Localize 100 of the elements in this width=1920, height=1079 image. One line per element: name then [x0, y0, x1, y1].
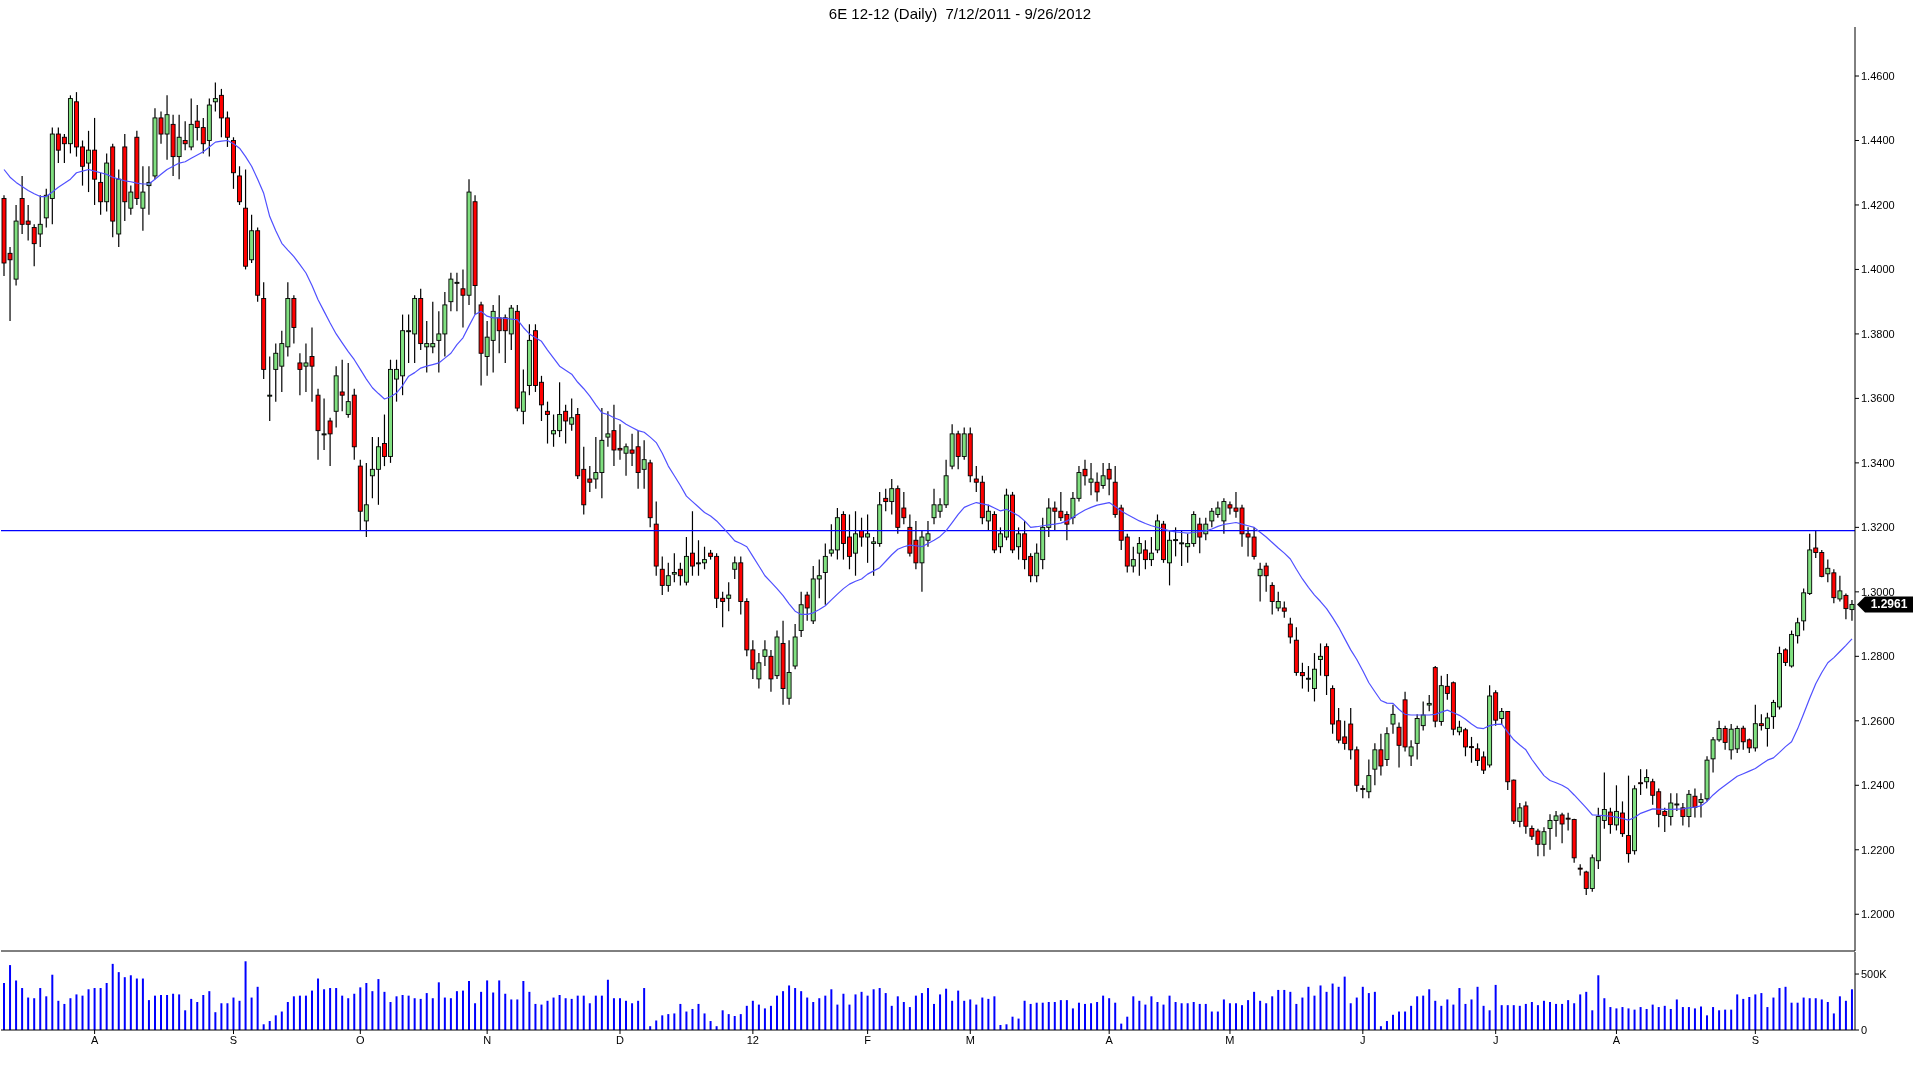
bar	[1138, 1000, 1141, 1030]
bar	[1706, 1015, 1709, 1030]
candlestick	[545, 401, 550, 445]
bar	[389, 1002, 392, 1030]
bar	[1186, 1003, 1189, 1030]
bar	[1796, 1002, 1799, 1030]
bar	[407, 995, 410, 1030]
candlestick	[267, 355, 273, 422]
bar	[963, 1000, 966, 1030]
bar	[1090, 1003, 1093, 1030]
bar	[902, 1002, 905, 1030]
bar	[202, 994, 205, 1030]
bar	[220, 1003, 223, 1030]
bar	[1307, 986, 1310, 1030]
bar	[39, 988, 42, 1030]
bar	[618, 998, 621, 1030]
bar	[135, 978, 138, 1030]
bar	[262, 1024, 265, 1030]
bar	[141, 978, 144, 1030]
bar	[528, 991, 531, 1030]
bar	[739, 1014, 742, 1030]
bar	[9, 965, 12, 1030]
bar	[588, 1003, 591, 1030]
bar	[1204, 1003, 1207, 1030]
y-tick-label: 1.3400	[1861, 456, 1895, 469]
bar	[1597, 975, 1600, 1030]
bar	[1071, 1008, 1074, 1030]
bar	[196, 1002, 199, 1030]
bar	[1627, 1008, 1630, 1030]
bar	[1663, 1005, 1666, 1030]
bar	[57, 1000, 60, 1030]
bar	[1446, 999, 1449, 1030]
bar	[1077, 1002, 1080, 1030]
bar	[1228, 1003, 1231, 1030]
bar	[292, 996, 295, 1030]
bar	[1361, 986, 1364, 1030]
bar	[631, 1003, 634, 1030]
bar	[1192, 1002, 1195, 1030]
bar	[993, 996, 996, 1030]
bar	[576, 995, 579, 1030]
bar	[492, 992, 495, 1030]
bar	[612, 998, 615, 1030]
bar	[232, 997, 235, 1030]
bar	[371, 991, 374, 1030]
x-tick-label: A	[1612, 1033, 1621, 1046]
bar	[1826, 1002, 1829, 1030]
bar	[655, 1020, 658, 1030]
bar	[226, 1003, 229, 1030]
bar	[673, 1013, 676, 1030]
bar	[1271, 996, 1274, 1030]
bar	[510, 999, 513, 1030]
bar	[1259, 1000, 1262, 1030]
bar	[27, 997, 30, 1030]
bar	[782, 991, 785, 1030]
bar	[854, 994, 857, 1030]
bar	[1645, 1008, 1648, 1030]
bar	[818, 998, 821, 1030]
bar	[480, 991, 483, 1030]
candlestick	[1638, 768, 1644, 796]
bar	[468, 980, 471, 1030]
bar	[751, 1000, 754, 1030]
bar	[304, 995, 307, 1030]
bar	[1398, 1011, 1401, 1030]
bar	[558, 994, 561, 1030]
bar	[1162, 1004, 1165, 1030]
x-tick-label: 12	[746, 1033, 759, 1046]
bar	[1742, 998, 1745, 1030]
bar	[1573, 1003, 1576, 1030]
bar	[1416, 996, 1419, 1030]
bar	[1681, 1007, 1684, 1030]
bar	[21, 988, 24, 1030]
bar	[534, 1003, 537, 1030]
bar	[788, 985, 791, 1030]
bar	[1488, 1010, 1491, 1030]
bar	[238, 1000, 241, 1030]
bar	[1639, 1007, 1642, 1030]
bar	[1512, 1005, 1515, 1030]
bar	[256, 986, 259, 1030]
bar	[347, 998, 350, 1030]
bar	[1814, 998, 1817, 1030]
x-tick-label: M	[965, 1033, 975, 1046]
bar	[1838, 996, 1841, 1030]
x-tick-label: F	[864, 1033, 872, 1046]
bar	[1180, 1003, 1183, 1030]
bar	[896, 996, 899, 1030]
bar	[1754, 994, 1757, 1030]
bar	[1802, 997, 1805, 1030]
bar	[208, 991, 211, 1030]
bar	[1391, 1014, 1394, 1030]
bar	[1730, 1009, 1733, 1030]
bar	[697, 1003, 700, 1030]
bar	[172, 993, 175, 1030]
bar	[1434, 1000, 1437, 1030]
candlestick	[822, 542, 828, 606]
bar	[1585, 991, 1588, 1030]
bar	[516, 999, 519, 1030]
bar	[498, 980, 501, 1030]
bar	[383, 991, 386, 1030]
bar	[546, 1000, 549, 1030]
bar	[178, 994, 181, 1030]
